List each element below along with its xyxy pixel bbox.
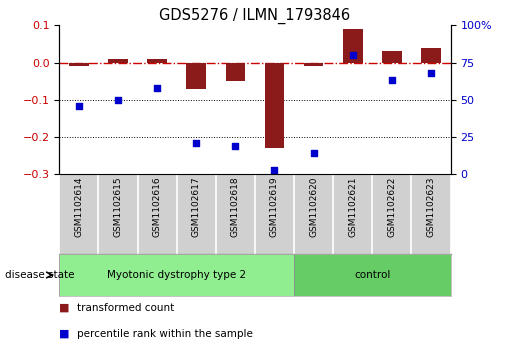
Point <box>270 167 279 173</box>
Point <box>75 103 83 109</box>
Bar <box>147 59 167 62</box>
Text: percentile rank within the sample: percentile rank within the sample <box>77 329 253 339</box>
Point <box>231 143 239 149</box>
Text: disease state: disease state <box>5 270 75 280</box>
Text: control: control <box>354 270 390 280</box>
Text: ■: ■ <box>59 303 70 313</box>
Title: GDS5276 / ILMN_1793846: GDS5276 / ILMN_1793846 <box>159 8 351 24</box>
Bar <box>304 62 323 66</box>
Bar <box>59 254 294 296</box>
Text: GSM1102618: GSM1102618 <box>231 177 240 237</box>
Bar <box>421 48 441 62</box>
Text: Myotonic dystrophy type 2: Myotonic dystrophy type 2 <box>107 270 246 280</box>
Text: GSM1102616: GSM1102616 <box>152 177 162 237</box>
Point <box>192 140 200 146</box>
Text: GSM1102623: GSM1102623 <box>426 177 436 237</box>
Bar <box>226 62 245 81</box>
Text: GSM1102615: GSM1102615 <box>113 177 123 237</box>
Point <box>153 85 161 91</box>
Point <box>427 70 435 76</box>
Point <box>310 151 318 156</box>
Bar <box>294 254 451 296</box>
Text: GSM1102619: GSM1102619 <box>270 177 279 237</box>
Text: GSM1102621: GSM1102621 <box>348 177 357 237</box>
Text: GSM1102614: GSM1102614 <box>74 177 83 237</box>
Point <box>349 52 357 58</box>
Text: GSM1102617: GSM1102617 <box>192 177 201 237</box>
Bar <box>265 62 284 148</box>
Text: GSM1102620: GSM1102620 <box>309 177 318 237</box>
Text: transformed count: transformed count <box>77 303 175 313</box>
Bar <box>108 59 128 62</box>
Point <box>388 78 396 83</box>
Bar <box>186 62 206 89</box>
Bar <box>343 29 363 62</box>
Point <box>114 97 122 103</box>
Text: ■: ■ <box>59 329 70 339</box>
Bar <box>69 62 89 66</box>
Bar <box>382 52 402 62</box>
Text: GSM1102622: GSM1102622 <box>387 177 397 237</box>
